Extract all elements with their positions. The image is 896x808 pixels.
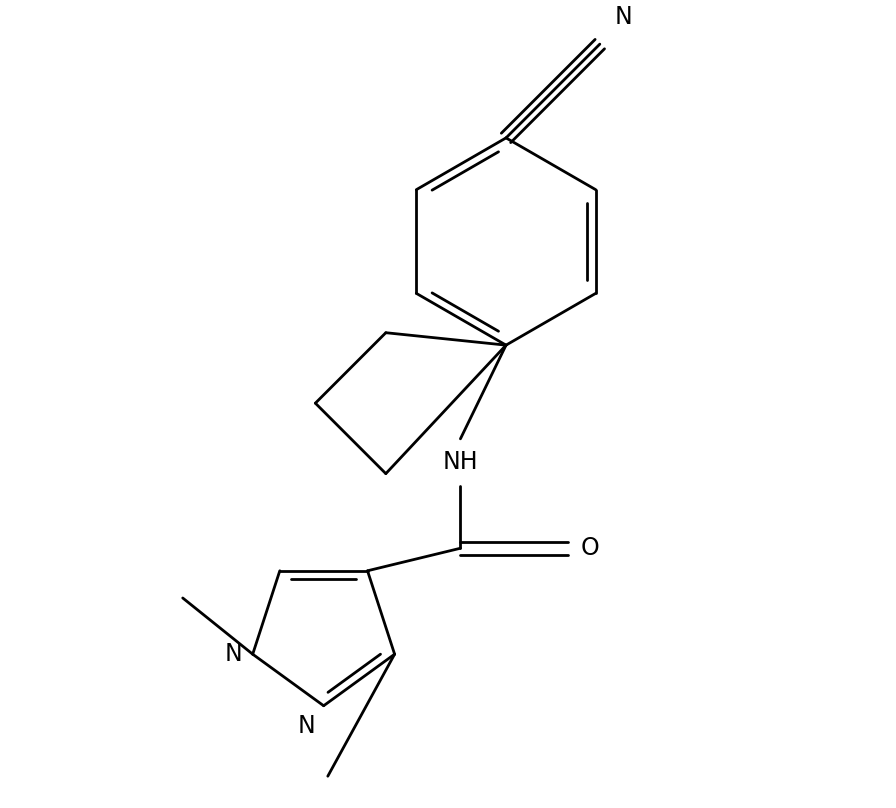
Text: N: N [225, 642, 243, 666]
Text: N: N [297, 714, 315, 738]
Text: O: O [581, 537, 599, 560]
Text: NH: NH [443, 450, 478, 474]
Text: N: N [615, 5, 633, 29]
